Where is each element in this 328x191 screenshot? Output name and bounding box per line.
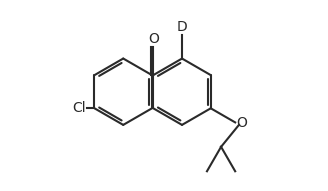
Text: O: O [148, 32, 159, 46]
Text: O: O [236, 116, 247, 130]
Text: Cl: Cl [72, 101, 86, 115]
Text: D: D [177, 20, 187, 34]
